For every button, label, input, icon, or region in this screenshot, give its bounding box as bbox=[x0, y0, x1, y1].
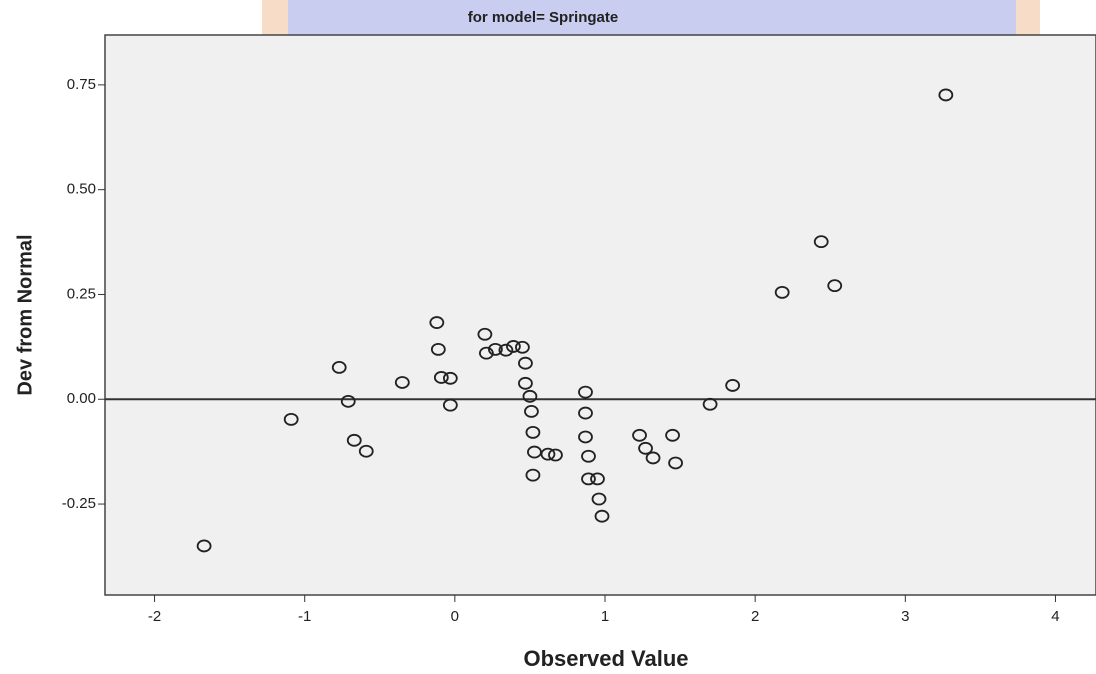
point bbox=[498, 343, 514, 357]
point bbox=[430, 342, 446, 356]
point bbox=[638, 441, 653, 455]
y-axis-label: Dev from Normal bbox=[14, 234, 36, 395]
point bbox=[578, 385, 593, 399]
point bbox=[594, 509, 610, 523]
plot-area bbox=[104, 34, 1096, 596]
point bbox=[938, 88, 954, 102]
point bbox=[590, 472, 605, 486]
point bbox=[827, 279, 843, 293]
point bbox=[668, 456, 683, 470]
point bbox=[645, 451, 661, 465]
point bbox=[477, 327, 493, 341]
chart-title: for model= Springate bbox=[468, 9, 618, 26]
point bbox=[581, 472, 596, 486]
point bbox=[340, 394, 356, 408]
watermark-edge bbox=[262, 0, 292, 35]
watermark bbox=[288, 0, 1016, 35]
x-tick-label: 1 bbox=[601, 608, 609, 625]
point bbox=[702, 397, 718, 411]
x-tick-label: 3 bbox=[901, 608, 909, 625]
x-tick-label: -2 bbox=[148, 608, 161, 625]
y-tick-label: 0.00 bbox=[67, 390, 96, 407]
x-tick-label: 2 bbox=[751, 608, 759, 625]
x-axis-label: Observed Value bbox=[523, 646, 688, 671]
point bbox=[478, 346, 494, 360]
y-tick-label: 0.75 bbox=[67, 76, 96, 93]
point bbox=[346, 433, 362, 447]
y-tick-label: 0.50 bbox=[67, 181, 96, 198]
point bbox=[578, 430, 593, 444]
point bbox=[487, 342, 503, 356]
point bbox=[506, 340, 521, 353]
point bbox=[394, 376, 410, 389]
point bbox=[283, 412, 299, 426]
point bbox=[524, 405, 539, 418]
point bbox=[515, 340, 530, 354]
x-tick-label: 0 bbox=[451, 608, 459, 625]
point bbox=[358, 444, 374, 458]
point bbox=[442, 398, 458, 412]
point bbox=[581, 449, 596, 463]
point bbox=[196, 539, 212, 553]
point bbox=[518, 356, 533, 370]
point bbox=[665, 428, 680, 442]
y-tick-label: -0.25 bbox=[62, 495, 96, 512]
point bbox=[442, 371, 458, 385]
point bbox=[632, 428, 647, 442]
point bbox=[429, 316, 445, 329]
point bbox=[774, 285, 790, 299]
point bbox=[518, 376, 533, 390]
point bbox=[813, 235, 829, 249]
point bbox=[578, 406, 593, 420]
point bbox=[527, 445, 542, 459]
point bbox=[548, 448, 563, 462]
point bbox=[433, 371, 449, 384]
point bbox=[591, 492, 607, 506]
x-tick-label: -1 bbox=[298, 608, 311, 625]
y-tick-label: 0.25 bbox=[67, 285, 96, 302]
point bbox=[525, 425, 541, 439]
point bbox=[725, 379, 741, 392]
point bbox=[522, 389, 538, 403]
point bbox=[331, 360, 347, 374]
point bbox=[525, 468, 541, 482]
x-tick-label: 4 bbox=[1051, 608, 1059, 625]
